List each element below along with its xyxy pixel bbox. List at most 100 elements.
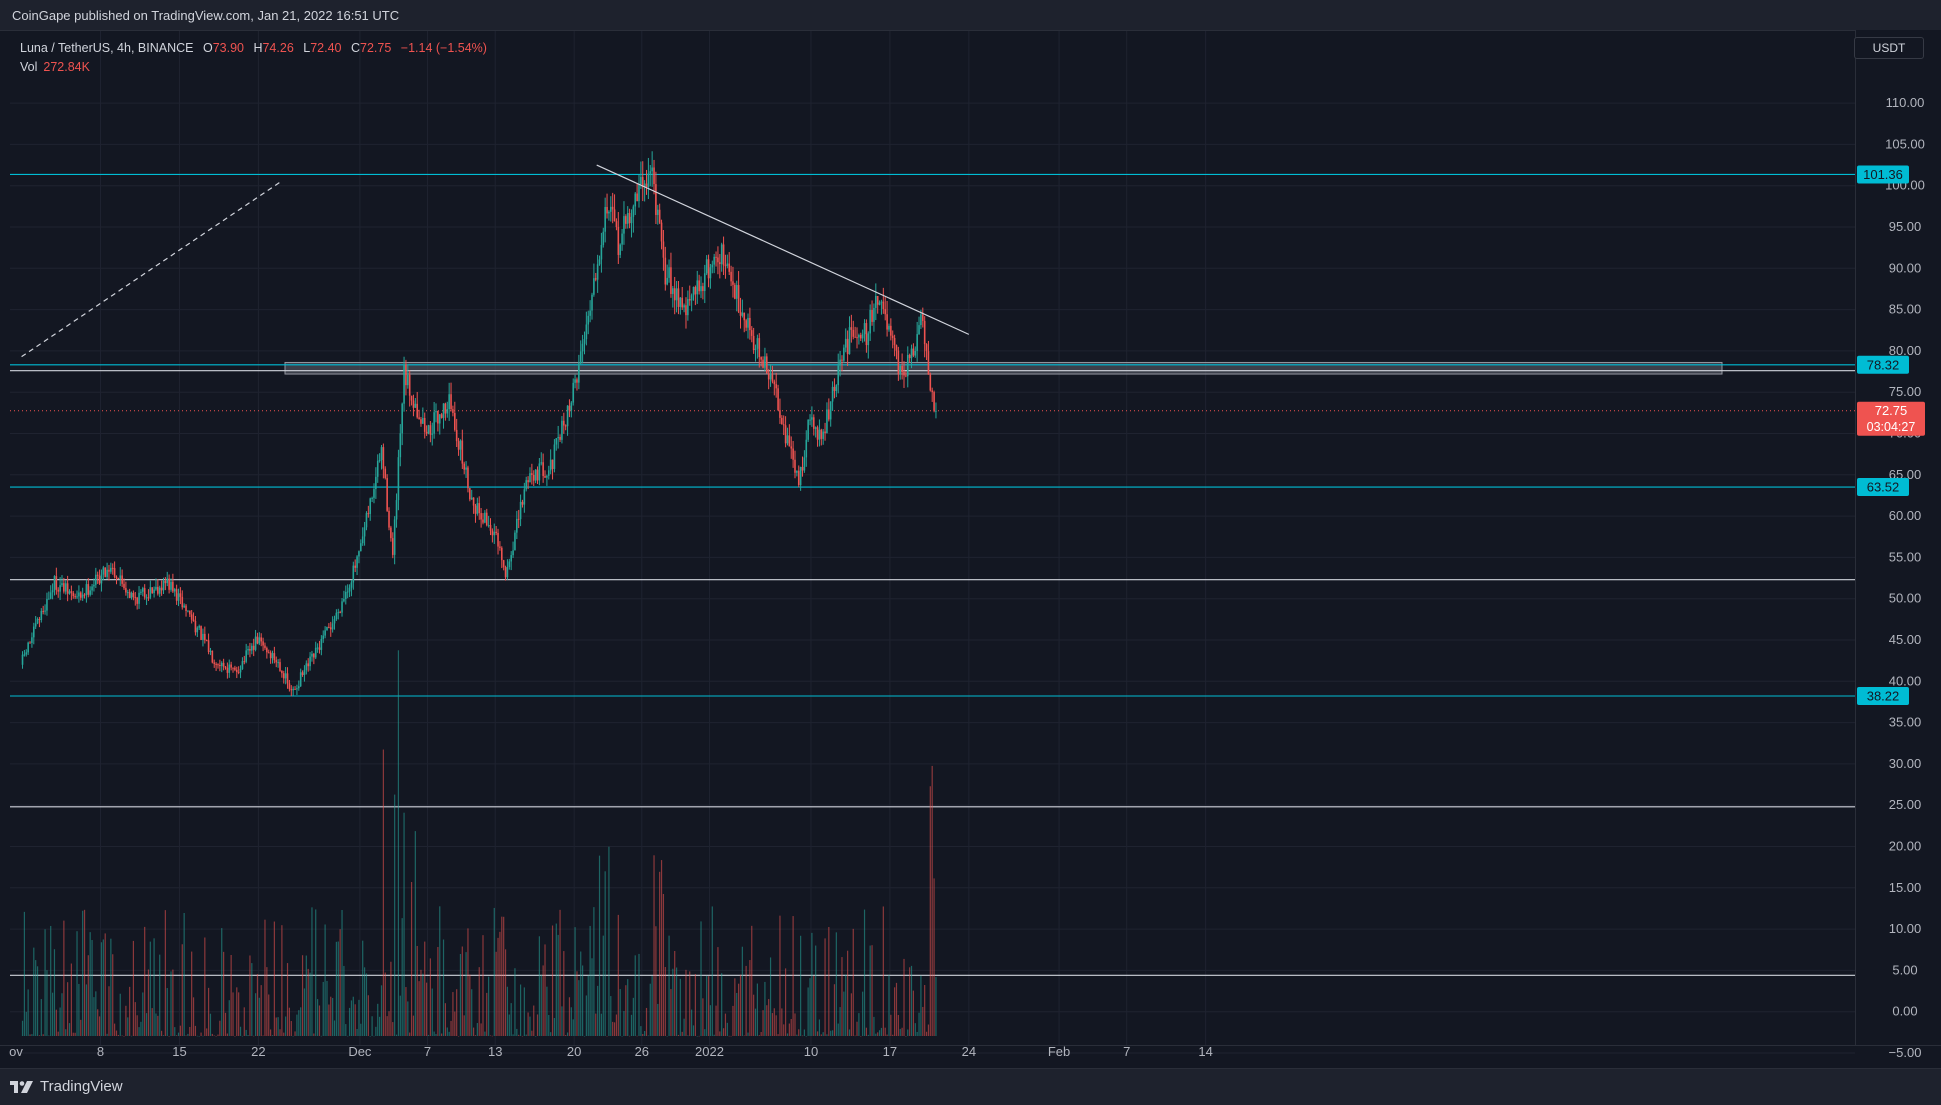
volume-bar: [245, 1029, 247, 1036]
volume-bar: [790, 1018, 792, 1036]
volume-bar: [471, 989, 473, 1036]
candle-body: [393, 519, 396, 555]
volume-bar: [367, 995, 369, 1036]
candle-body: [756, 338, 759, 349]
volume-bar: [85, 984, 88, 1036]
candle-body: [536, 469, 539, 481]
volume-bar: [597, 985, 599, 1036]
symbol-name[interactable]: Luna / TetherUS, 4h, BINANCE: [20, 41, 194, 55]
candle-body: [668, 267, 670, 278]
candle-body: [433, 412, 435, 434]
volume-bar: [238, 992, 240, 1036]
candle-body: [395, 500, 398, 520]
volume-bar: [910, 965, 913, 1036]
volume-bar: [87, 955, 89, 1036]
volume-bar: [783, 1024, 785, 1036]
volume-bar: [632, 997, 634, 1036]
volume-bar: [328, 1004, 330, 1036]
volume-bar: [145, 1013, 148, 1036]
volume-bar: [373, 1035, 375, 1037]
volume-bar: [275, 1017, 277, 1036]
candle-body: [865, 323, 868, 346]
volume-bar: [341, 909, 343, 1036]
candle-body: [412, 400, 415, 408]
volume-bar: [382, 749, 384, 1036]
volume-bar: [142, 992, 144, 1036]
volume-bar: [561, 1006, 563, 1036]
candle-body: [79, 592, 82, 598]
candle-body: [884, 309, 887, 315]
candle-body: [224, 666, 227, 668]
volume-bar: [674, 951, 676, 1036]
candle-body: [918, 325, 920, 335]
volume-bar: [177, 1032, 180, 1036]
volume-bar: [450, 1020, 452, 1036]
volume-bar: [386, 1016, 388, 1036]
candle-body: [935, 410, 937, 412]
candle-body: [542, 462, 544, 477]
volume-bar: [442, 939, 445, 1036]
volume-bar: [215, 1035, 217, 1037]
high-value: 74.26: [262, 41, 294, 55]
candle-body: [331, 623, 334, 630]
candle-body: [859, 335, 862, 339]
open-label: O: [202, 41, 213, 55]
volume-bar: [441, 1033, 443, 1036]
candle-body: [422, 417, 424, 424]
candle-body: [59, 585, 61, 592]
candle-body: [328, 626, 330, 628]
volume-bar: [884, 1027, 886, 1036]
volume-bar: [848, 1029, 851, 1036]
candle-body: [711, 264, 714, 268]
volume-bar: [356, 1028, 358, 1036]
candle-body: [841, 359, 843, 361]
volume-bar: [260, 985, 262, 1036]
y-tick-label: 20.00: [1889, 839, 1922, 854]
volume-bar: [518, 1034, 520, 1036]
candle-body: [209, 650, 212, 652]
candle-body: [391, 538, 394, 555]
volume-bar: [506, 986, 509, 1036]
x-tick-label: 22: [251, 1044, 265, 1059]
volume-bar: [457, 1035, 460, 1037]
candle-body: [465, 467, 467, 470]
volume-bar: [236, 987, 238, 1036]
candle-body: [581, 343, 584, 352]
volume-bar: [525, 1034, 527, 1036]
y-tick-label: 35.00: [1889, 715, 1922, 730]
candle-body: [452, 409, 454, 413]
candle-body: [525, 480, 528, 490]
volume-bar: [566, 1032, 569, 1036]
candle-body: [726, 263, 729, 266]
volume-bar: [771, 1013, 774, 1036]
candle-body: [713, 256, 715, 265]
volume-bar: [865, 1027, 868, 1036]
volume-bar: [805, 1035, 807, 1037]
candle-body: [68, 591, 71, 594]
volume-bar: [40, 999, 42, 1036]
volume-bar: [835, 932, 837, 1036]
candle-body: [809, 419, 811, 421]
volume-bar: [533, 1005, 535, 1036]
volume-bar: [206, 1028, 208, 1036]
candle-body: [459, 440, 462, 450]
volume-bar: [429, 958, 431, 1036]
candle-body: [480, 513, 482, 520]
candle-body: [843, 347, 845, 361]
volume-bar: [732, 1005, 734, 1036]
tradingview-brand[interactable]: TradingView: [10, 1078, 123, 1095]
volume-bar: [202, 1035, 204, 1037]
candle-body: [799, 466, 802, 486]
volume-bar: [598, 855, 601, 1036]
candle-body: [326, 626, 328, 631]
volume-bar: [266, 967, 268, 1036]
volume-bar: [213, 1035, 215, 1036]
candle-body: [807, 419, 809, 440]
chart-area[interactable]: 110.00105.00100.0095.0090.0085.0080.0075…: [0, 30, 1941, 1068]
currency-selector-button[interactable]: USDT: [1854, 37, 1924, 59]
volume-bar: [286, 963, 289, 1036]
volume-bar: [685, 969, 687, 1036]
candle-body: [126, 592, 129, 594]
candle-body: [805, 439, 808, 458]
candle-body: [205, 640, 208, 642]
